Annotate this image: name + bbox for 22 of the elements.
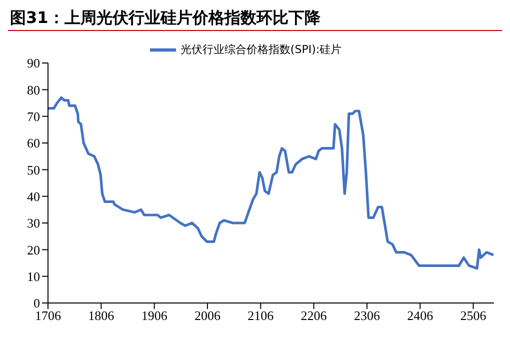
y-tick-label: 20 bbox=[27, 242, 40, 258]
y-tick-label: 10 bbox=[27, 268, 40, 284]
y-tick-label: 60 bbox=[27, 136, 40, 151]
y-tick-label: 50 bbox=[27, 162, 40, 178]
x-tick-label: 2406 bbox=[407, 308, 434, 324]
x-tick-label: 1706 bbox=[35, 308, 62, 324]
x-tick-label: 2206 bbox=[300, 308, 328, 324]
y-tick-label: 80 bbox=[27, 82, 40, 98]
chart-title: 图31：上周光伏行业硅片价格指数环比下降 bbox=[8, 8, 502, 31]
x-tick-label: 1906 bbox=[141, 308, 168, 324]
y-tick-label: 0 bbox=[34, 296, 40, 311]
legend-label: 光伏行业综合价格指数(SPI):硅片 bbox=[180, 43, 342, 56]
y-tick-label: 40 bbox=[27, 188, 40, 204]
x-tick-label: 1806 bbox=[88, 308, 115, 324]
x-tick-label: 2306 bbox=[354, 308, 380, 324]
x-tick-label: 2106 bbox=[248, 308, 274, 324]
y-tick-label: 30 bbox=[27, 216, 40, 231]
x-tick-label: 2006 bbox=[194, 308, 221, 324]
x-tick-label: 2506 bbox=[460, 308, 487, 324]
y-tick-label: 70 bbox=[27, 108, 40, 124]
line-series bbox=[48, 96, 494, 270]
y-tick-label: 90 bbox=[27, 56, 40, 71]
